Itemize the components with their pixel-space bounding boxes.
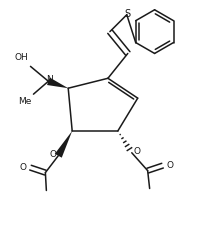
- Text: O: O: [49, 150, 56, 159]
- Polygon shape: [47, 77, 68, 88]
- Polygon shape: [55, 131, 72, 158]
- Text: OH: OH: [15, 53, 29, 62]
- Text: N: N: [46, 75, 53, 84]
- Text: O: O: [134, 147, 141, 156]
- Text: Me: Me: [18, 97, 32, 106]
- Text: O: O: [20, 163, 27, 172]
- Text: O: O: [166, 161, 174, 170]
- Text: S: S: [125, 9, 131, 19]
